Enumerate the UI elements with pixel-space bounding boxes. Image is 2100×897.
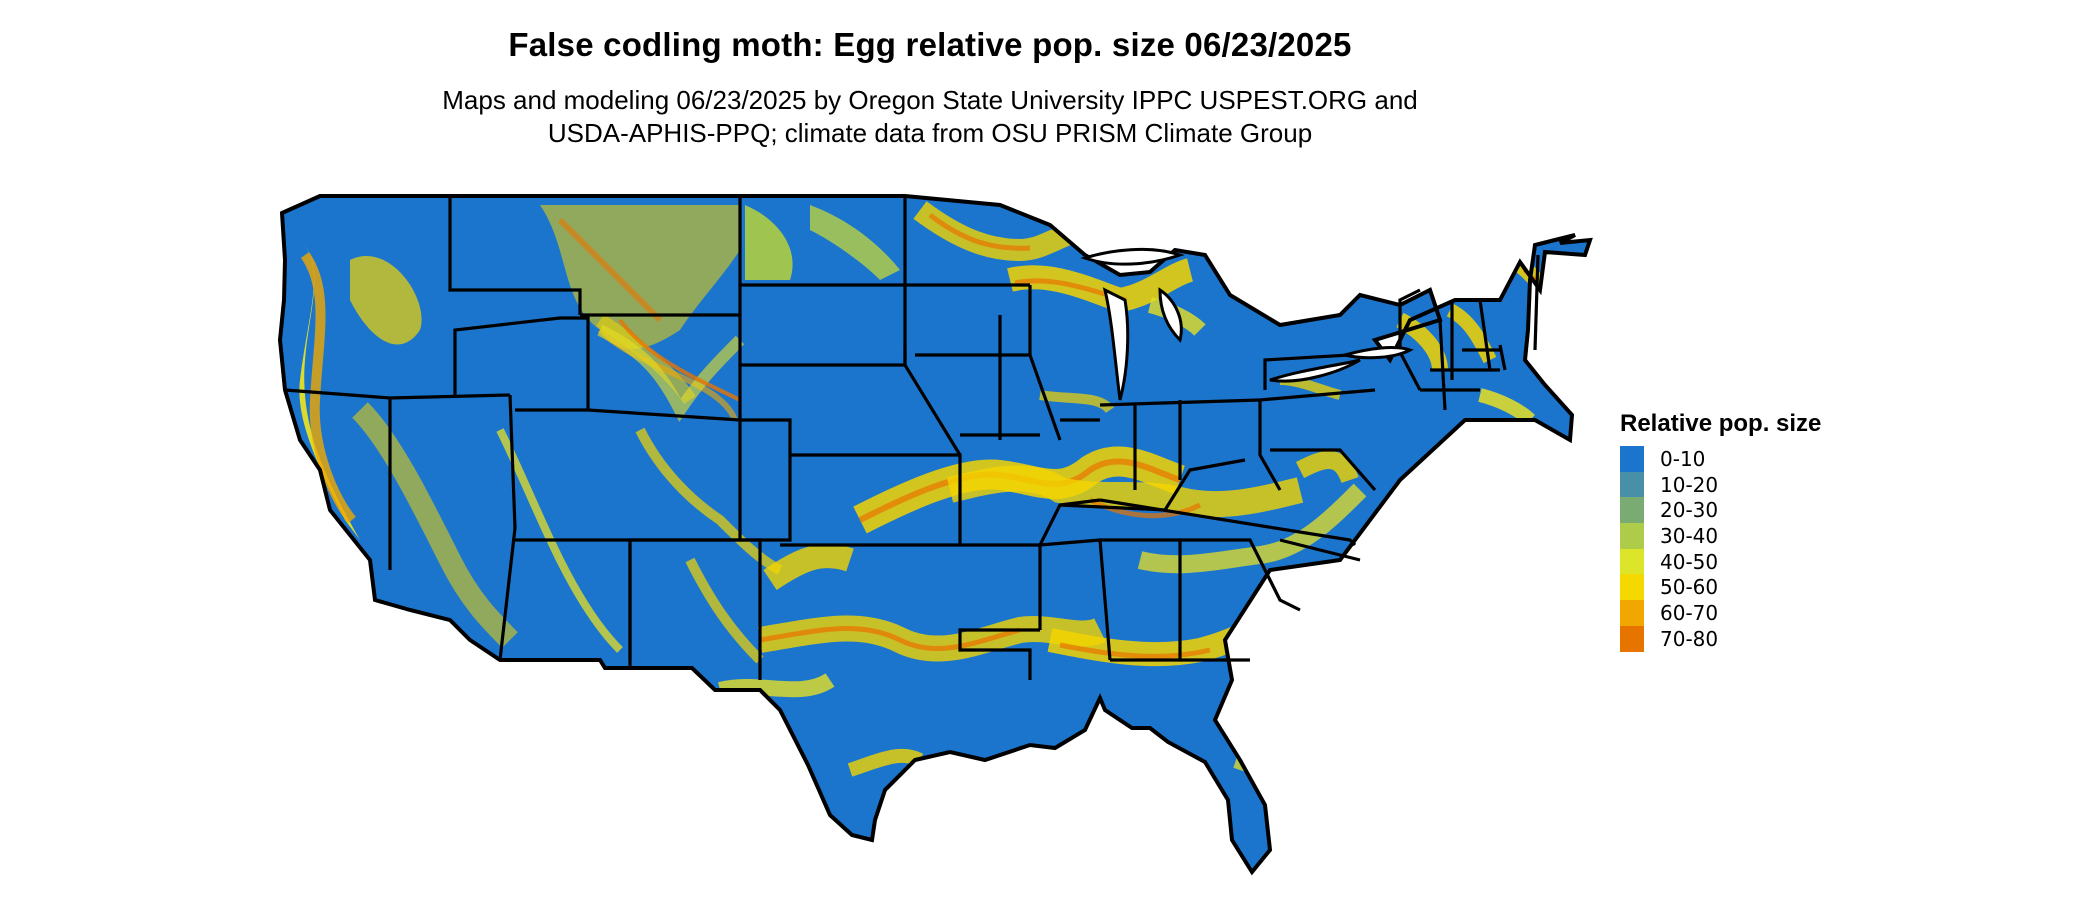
legend-item: 30-40 — [1620, 523, 1821, 549]
map-subtitle: Maps and modeling 06/23/2025 by Oregon S… — [0, 84, 1860, 150]
legend-item: 60-70 — [1620, 600, 1821, 626]
legend-label: 60-70 — [1660, 600, 1719, 625]
state-borders — [278, 194, 1592, 874]
legend-swatch — [1620, 574, 1644, 601]
great-lakes — [1080, 247, 1414, 401]
subtitle-line-1: Maps and modeling 06/23/2025 by Oregon S… — [442, 85, 1418, 115]
legend-item: 40-50 — [1620, 548, 1821, 575]
legend-item: 0-10 — [1620, 446, 1821, 472]
legend-label: 0-10 — [1660, 446, 1706, 471]
legend-item: 50-60 — [1620, 574, 1821, 601]
legend-swatch — [1620, 471, 1644, 498]
map-title: False codling moth: Egg relative pop. si… — [508, 26, 1352, 63]
legend-label: 40-50 — [1660, 549, 1719, 574]
legend-label: 20-30 — [1660, 498, 1719, 523]
legend: Relative pop. size 0-10 10-20 20-30 30-40 40… — [1620, 410, 1821, 652]
legend-items: 0-10 10-20 20-30 30-40 40-50 50-60 60-70 70-80 — [1620, 446, 1821, 652]
legend-item: 70-80 — [1620, 625, 1821, 652]
legend-swatch — [1620, 446, 1644, 472]
legend-item: 10-20 — [1620, 471, 1821, 498]
legend-label: 10-20 — [1660, 472, 1719, 497]
legend-label: 50-60 — [1660, 575, 1719, 600]
legend-label: 30-40 — [1660, 523, 1719, 548]
heatmap-layer — [280, 196, 1590, 872]
legend-swatch — [1620, 600, 1644, 626]
legend-item: 20-30 — [1620, 497, 1821, 524]
legend-title: Relative pop. size — [1620, 410, 1822, 437]
legend-swatch — [1620, 497, 1644, 524]
legend-swatch — [1620, 523, 1644, 549]
legend-swatch — [1620, 625, 1644, 652]
legend-swatch — [1620, 548, 1644, 575]
legend-label: 70-80 — [1660, 626, 1719, 651]
subtitle-line-2: USDA-APHIS-PPQ; climate data from OSU PR… — [547, 118, 1313, 148]
